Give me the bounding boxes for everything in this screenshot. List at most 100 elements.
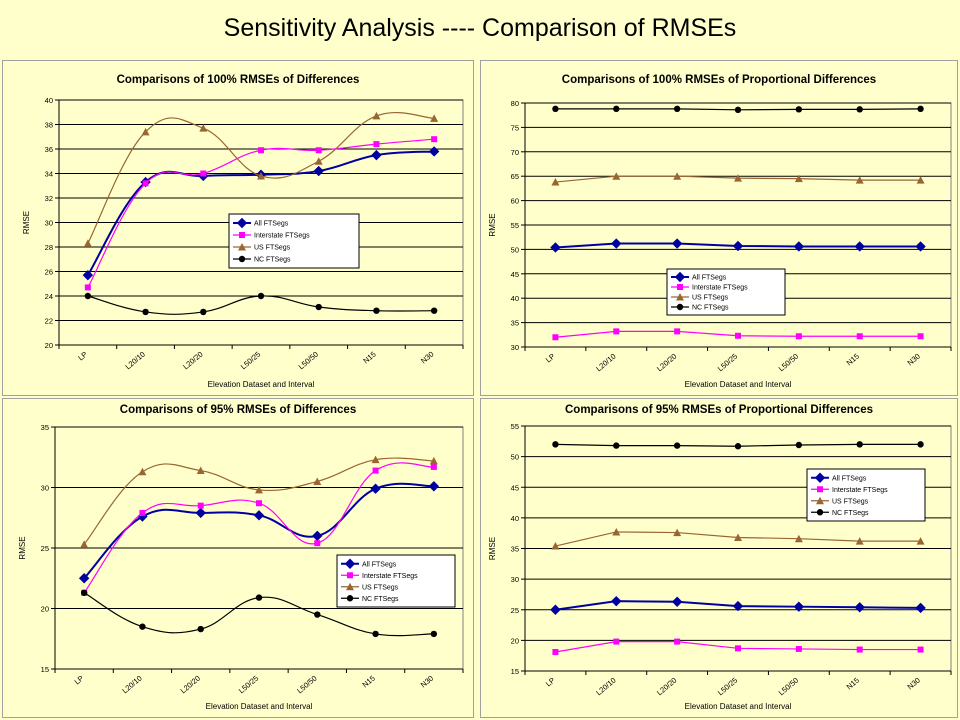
x-tick-label: L50/25 — [237, 674, 260, 696]
y-tick-label: 45 — [511, 483, 519, 492]
data-point — [83, 239, 92, 247]
x-tick-label: N15 — [845, 352, 861, 368]
y-tick-label: 24 — [45, 292, 53, 301]
y-tick-label: 30 — [511, 343, 519, 352]
y-tick-label: 70 — [511, 148, 519, 157]
legend-marker — [676, 303, 684, 311]
data-point — [80, 540, 89, 548]
data-point — [551, 178, 560, 186]
y-tick-label: 26 — [45, 268, 53, 277]
data-point — [795, 333, 802, 340]
data-point — [671, 238, 683, 249]
legend: All FTSegs Interstate FTSegs US FTSegs NC F… — [666, 268, 786, 316]
x-tick-label: L20/20 — [655, 352, 678, 374]
legend-entry: All FTSegs — [832, 475, 867, 482]
data-point — [793, 241, 805, 252]
data-point — [314, 611, 321, 618]
data-point — [793, 601, 805, 612]
series-interstate — [84, 136, 438, 291]
x-axis-title: Elevation Dataset and Interval — [208, 380, 315, 389]
data-point — [430, 463, 437, 470]
legend-marker — [346, 582, 354, 591]
chart-title: Comparisons of 100% RMSEs of Differences — [117, 74, 360, 86]
x-tick-label: N30 — [419, 674, 435, 690]
chart-svg: Comparisons of 95% RMSEs of Proportional… — [488, 404, 952, 711]
data-point — [139, 623, 146, 630]
data-point — [142, 180, 149, 187]
x-tick-label: L20/20 — [655, 676, 678, 698]
legend-marker — [817, 486, 823, 493]
data-point — [735, 645, 741, 652]
series-nc — [80, 589, 438, 638]
data-point — [80, 589, 88, 596]
data-point — [313, 165, 324, 177]
chart-title: Comparisons of 95% RMSEs of Proportional… — [565, 404, 873, 416]
series-nc — [552, 441, 924, 450]
x-axis-title: Elevation Dataset and Interval — [685, 702, 792, 711]
data-point — [673, 172, 682, 180]
data-point — [854, 241, 865, 252]
legend-entry: All FTSegs — [692, 275, 727, 282]
x-tick-label: LP — [73, 674, 86, 687]
y-tick-label: 40 — [45, 96, 53, 105]
legend-entry: Interstate FTSegs — [832, 487, 888, 494]
data-point — [199, 124, 208, 132]
y-tick-label: 15 — [41, 665, 49, 674]
data-point — [431, 136, 438, 143]
chart-svg: Comparisons of 100% RMSEs of Proportiona… — [488, 74, 952, 389]
x-tick-label: L20/20 — [181, 350, 204, 372]
data-point — [197, 625, 204, 633]
data-point — [82, 269, 94, 281]
chart-panel-rmse-proportional-95: Comparisons of 95% RMSEs of Proportional… — [480, 398, 958, 718]
data-point — [256, 500, 262, 507]
x-tick-label: L20/10 — [120, 674, 143, 696]
legend-marker — [816, 509, 824, 516]
legend-entry: NC FTSegs — [254, 257, 291, 264]
legend-entry: All FTSegs — [362, 561, 397, 568]
x-tick-label: L20/10 — [594, 352, 617, 374]
legend-entry: Interstate FTSegs — [692, 285, 748, 292]
data-point — [915, 241, 926, 252]
legend-entry: US FTSegs — [832, 498, 869, 505]
x-tick-label: N15 — [361, 350, 377, 366]
data-point — [84, 284, 91, 291]
data-point — [258, 147, 264, 154]
y-tick-label: 15 — [511, 667, 519, 676]
x-tick-label: N30 — [906, 676, 922, 692]
y-tick-label: 30 — [511, 575, 519, 584]
chart-panel-rmse-differences-95: Comparisons of 95% RMSEs of Differences 1… — [2, 398, 474, 718]
legend: All FTSegs Interstate FTSegs US FTSegs NC F… — [336, 554, 456, 608]
y-tick-label: 55 — [511, 422, 519, 431]
data-point — [673, 105, 681, 113]
data-point — [612, 172, 621, 180]
data-point — [613, 442, 620, 449]
y-tick-label: 50 — [511, 453, 519, 462]
y-tick-label: 34 — [45, 170, 53, 179]
y-tick-label: 20 — [41, 605, 49, 614]
legend-marker — [238, 243, 246, 251]
data-point — [916, 537, 925, 545]
y-tick-label: 28 — [45, 243, 53, 252]
data-point — [917, 441, 924, 448]
legend-marker — [236, 217, 248, 229]
series-us — [551, 527, 925, 550]
data-point — [142, 308, 149, 316]
y-tick-label: 20 — [45, 341, 53, 350]
data-point — [552, 441, 559, 448]
y-tick-label: 80 — [511, 99, 519, 108]
data-point — [856, 106, 863, 113]
y-tick-label: 30 — [41, 484, 49, 493]
y-axis-title: RMSE — [22, 211, 31, 234]
y-tick-label: 35 — [511, 545, 519, 554]
data-point — [674, 328, 681, 335]
legend-entry: US FTSegs — [362, 584, 399, 591]
data-point — [611, 595, 622, 607]
data-point — [370, 483, 381, 494]
data-point — [314, 157, 323, 165]
data-point — [139, 509, 146, 516]
y-tick-label: 75 — [511, 123, 519, 132]
data-point — [795, 106, 803, 113]
legend-marker — [346, 595, 354, 602]
data-point — [795, 645, 802, 652]
y-tick-label: 30 — [45, 219, 53, 228]
